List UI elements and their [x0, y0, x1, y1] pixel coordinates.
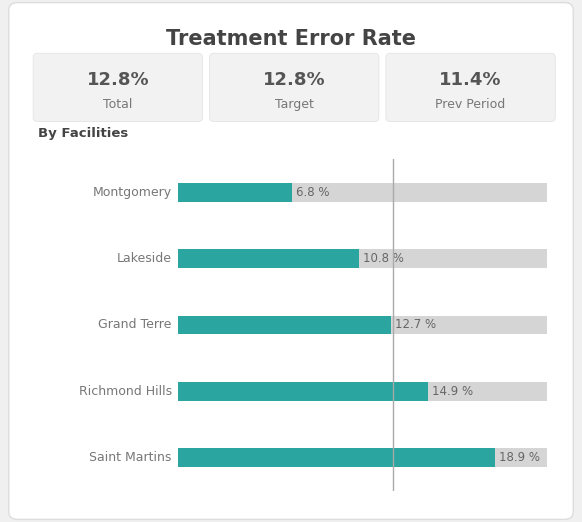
- Text: Prev Period: Prev Period: [435, 98, 506, 111]
- Text: 18.9 %: 18.9 %: [499, 451, 540, 464]
- Text: Richmond Hills: Richmond Hills: [79, 385, 172, 398]
- Bar: [178, 316, 391, 334]
- Text: Saint Martins: Saint Martins: [90, 451, 172, 464]
- Bar: [178, 448, 547, 467]
- Text: 10.8 %: 10.8 %: [363, 252, 404, 265]
- Text: 12.7 %: 12.7 %: [395, 318, 436, 331]
- Bar: [178, 382, 428, 400]
- Bar: [178, 382, 547, 400]
- Text: By Facilities: By Facilities: [38, 127, 128, 139]
- Text: Grand Terre: Grand Terre: [98, 318, 172, 331]
- Text: 12.8%: 12.8%: [87, 70, 149, 89]
- Text: Montgomery: Montgomery: [93, 186, 172, 199]
- Text: Lakeside: Lakeside: [117, 252, 172, 265]
- FancyBboxPatch shape: [33, 53, 203, 122]
- FancyBboxPatch shape: [386, 53, 555, 122]
- Bar: [178, 250, 547, 268]
- Text: Target: Target: [275, 98, 314, 111]
- Text: 12.8%: 12.8%: [263, 70, 325, 89]
- Bar: [178, 183, 547, 201]
- Bar: [178, 316, 547, 334]
- Bar: [178, 448, 495, 467]
- Text: 6.8 %: 6.8 %: [296, 186, 329, 199]
- Text: 11.4%: 11.4%: [439, 70, 502, 89]
- FancyBboxPatch shape: [210, 53, 379, 122]
- FancyBboxPatch shape: [9, 3, 573, 519]
- Bar: [178, 250, 359, 268]
- Text: 14.9 %: 14.9 %: [432, 385, 473, 398]
- Text: Treatment Error Rate: Treatment Error Rate: [166, 29, 416, 49]
- Bar: [178, 183, 292, 201]
- Text: Total: Total: [103, 98, 133, 111]
